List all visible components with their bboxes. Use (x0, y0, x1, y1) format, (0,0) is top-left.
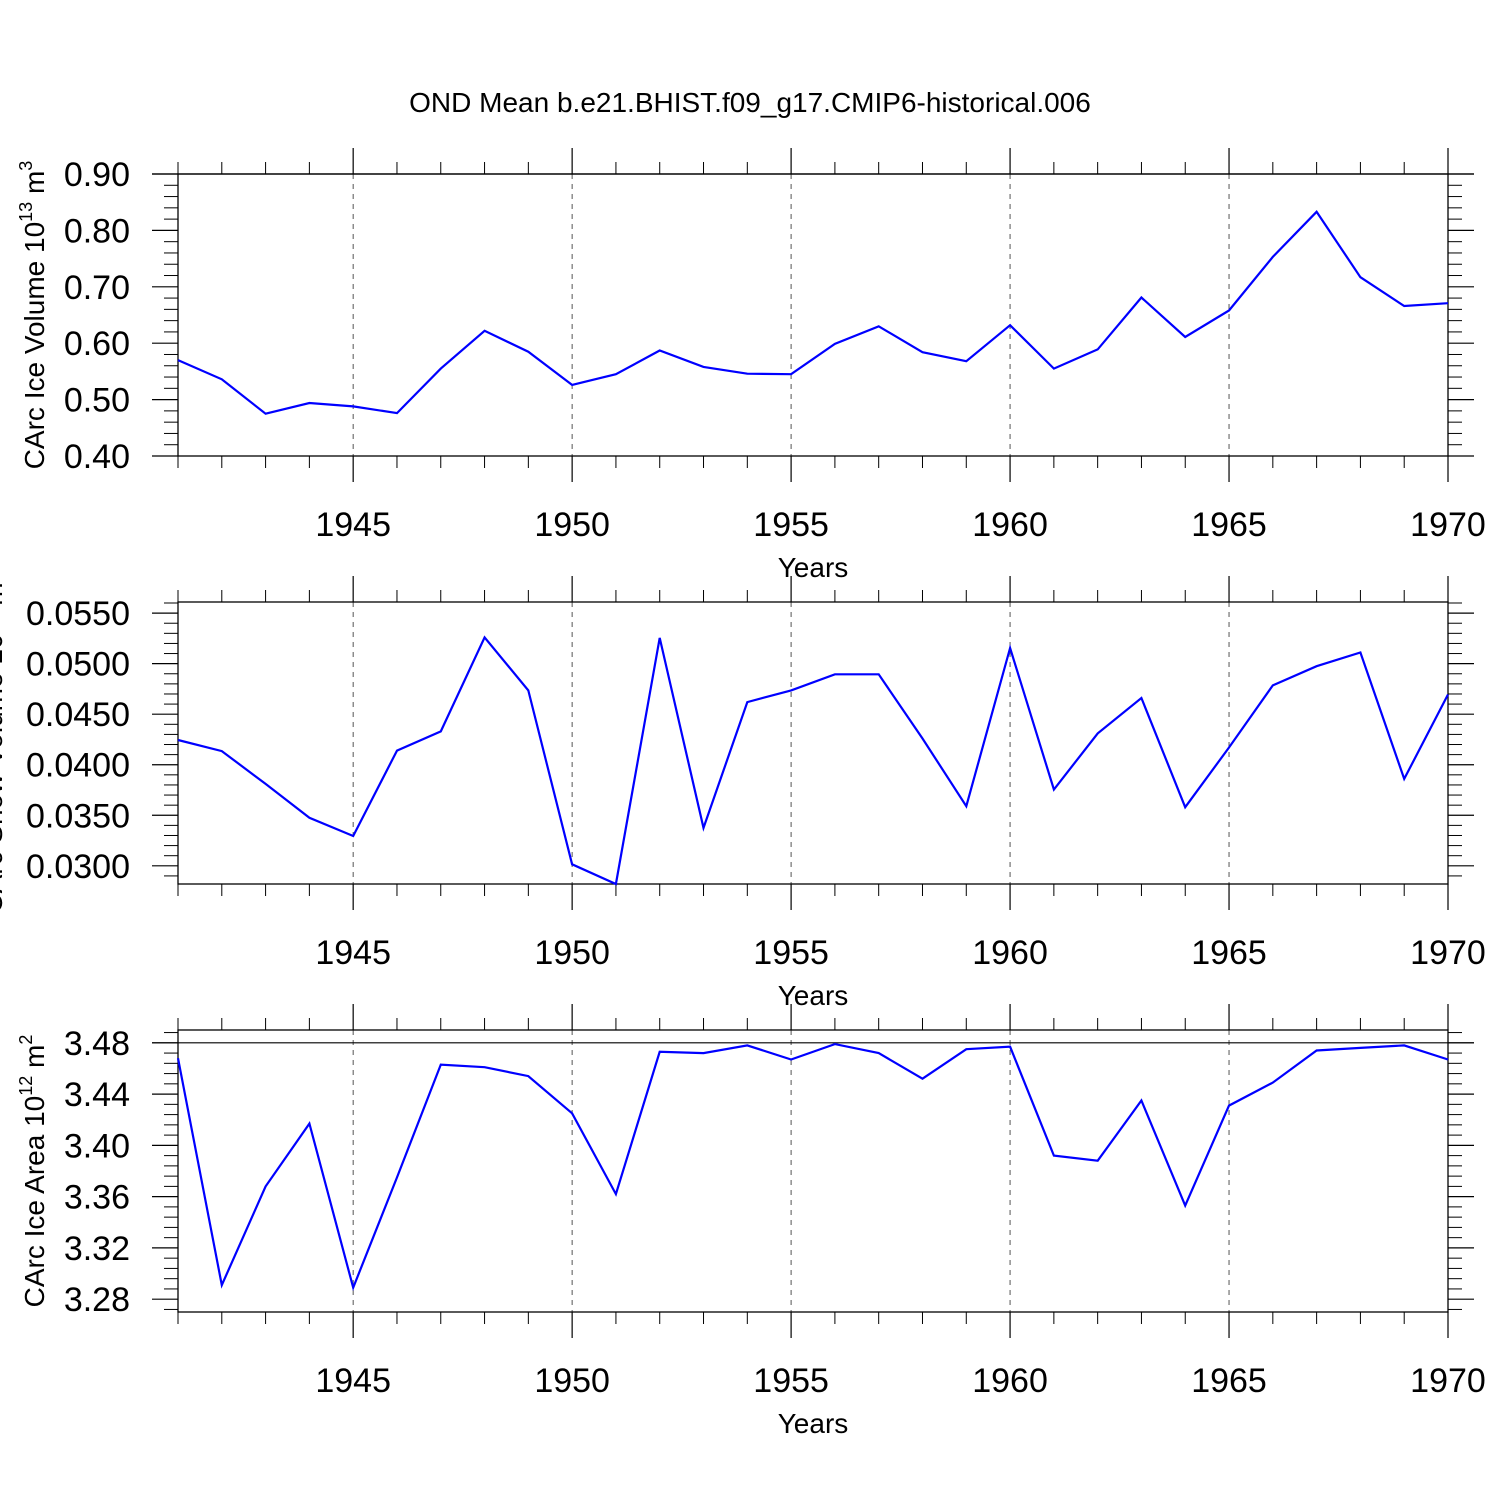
x-tick-label: 1970 (1410, 506, 1486, 544)
y-tick-label: 0.0500 (26, 646, 130, 684)
x-tick-label: 1955 (753, 934, 829, 972)
y-tick-label: 0.80 (64, 212, 130, 250)
y-tick-label: 0.0350 (26, 797, 130, 835)
chart-title: OND Mean b.e21.BHIST.f09_g17.CMIP6-histo… (409, 87, 1091, 118)
x-axis-label: Years (778, 1408, 849, 1439)
x-tick-label: 1960 (972, 506, 1048, 544)
x-axis-label: Years (778, 980, 849, 1011)
y-axis-label: CArc Snow Volume 1013 m3 (0, 572, 8, 913)
y-axis-label: CArc Ice Area 1012 m2 (16, 1035, 50, 1308)
y-tick-label: 3.32 (64, 1230, 130, 1268)
y-tick-label: 0.0550 (26, 595, 130, 633)
y-tick-label: 0.0300 (26, 848, 130, 886)
ice-area-panel: 1945 1950 1955 1960 1965 1970 Years 3.28 3.32 3.3… (16, 1004, 1486, 1439)
y-tick-label: 0.0400 (26, 747, 130, 785)
y-tick-label: 3.36 (64, 1179, 130, 1217)
x-tick-label: 1945 (315, 506, 391, 544)
x-tick-label: 1970 (1410, 934, 1486, 972)
ice-area-series-line (176, 1042, 1449, 1292)
x-tick-label: 1965 (1191, 506, 1267, 544)
x-tick-label: 1945 (315, 934, 391, 972)
y-tick-label: 0.90 (64, 156, 130, 194)
x-tick-label: 1960 (972, 934, 1048, 972)
y-tick-label: 0.40 (64, 438, 130, 476)
y-tick-label: 0.60 (64, 325, 130, 363)
x-tick-label: 1965 (1191, 934, 1267, 972)
ice-volume-panel: 1945 1950 1955 1960 1965 1970 Years 0.40 0.50 0.6… (16, 148, 1486, 583)
y-tick-label: 0.70 (64, 269, 130, 307)
x-tick-label: 1950 (534, 934, 610, 972)
y-tick-label: 3.40 (64, 1127, 130, 1165)
x-tick-label: 1955 (753, 1362, 829, 1400)
ice-volume-series-line (177, 210, 1449, 415)
x-tick-label: 1945 (315, 1362, 391, 1400)
y-tick-label: 3.48 (64, 1025, 130, 1063)
y-tick-label: 0.0450 (26, 696, 130, 734)
plot-frame (177, 1029, 1449, 1313)
snow-volume-panel: 1945 1950 1955 1960 1965 1970 Years 0.0300 0.035… (0, 572, 1486, 1011)
plot-frame (177, 601, 1449, 885)
x-tick-label: 1950 (534, 506, 610, 544)
x-tick-label: 1955 (753, 506, 829, 544)
x-tick-label: 1950 (534, 1362, 610, 1400)
y-tick-label: 0.50 (64, 382, 130, 420)
x-axis-label: Years (778, 552, 849, 583)
plot-frame (177, 173, 1449, 457)
y-tick-label: 3.28 (64, 1281, 130, 1319)
x-tick-label: 1970 (1410, 1362, 1486, 1400)
snow-volume-series-line (177, 635, 1449, 886)
y-axis-label: CArc Ice Volume 1013 m3 (16, 161, 50, 470)
x-tick-label: 1965 (1191, 1362, 1267, 1400)
x-tick-label: 1960 (972, 1362, 1048, 1400)
y-tick-label: 3.44 (64, 1076, 130, 1114)
